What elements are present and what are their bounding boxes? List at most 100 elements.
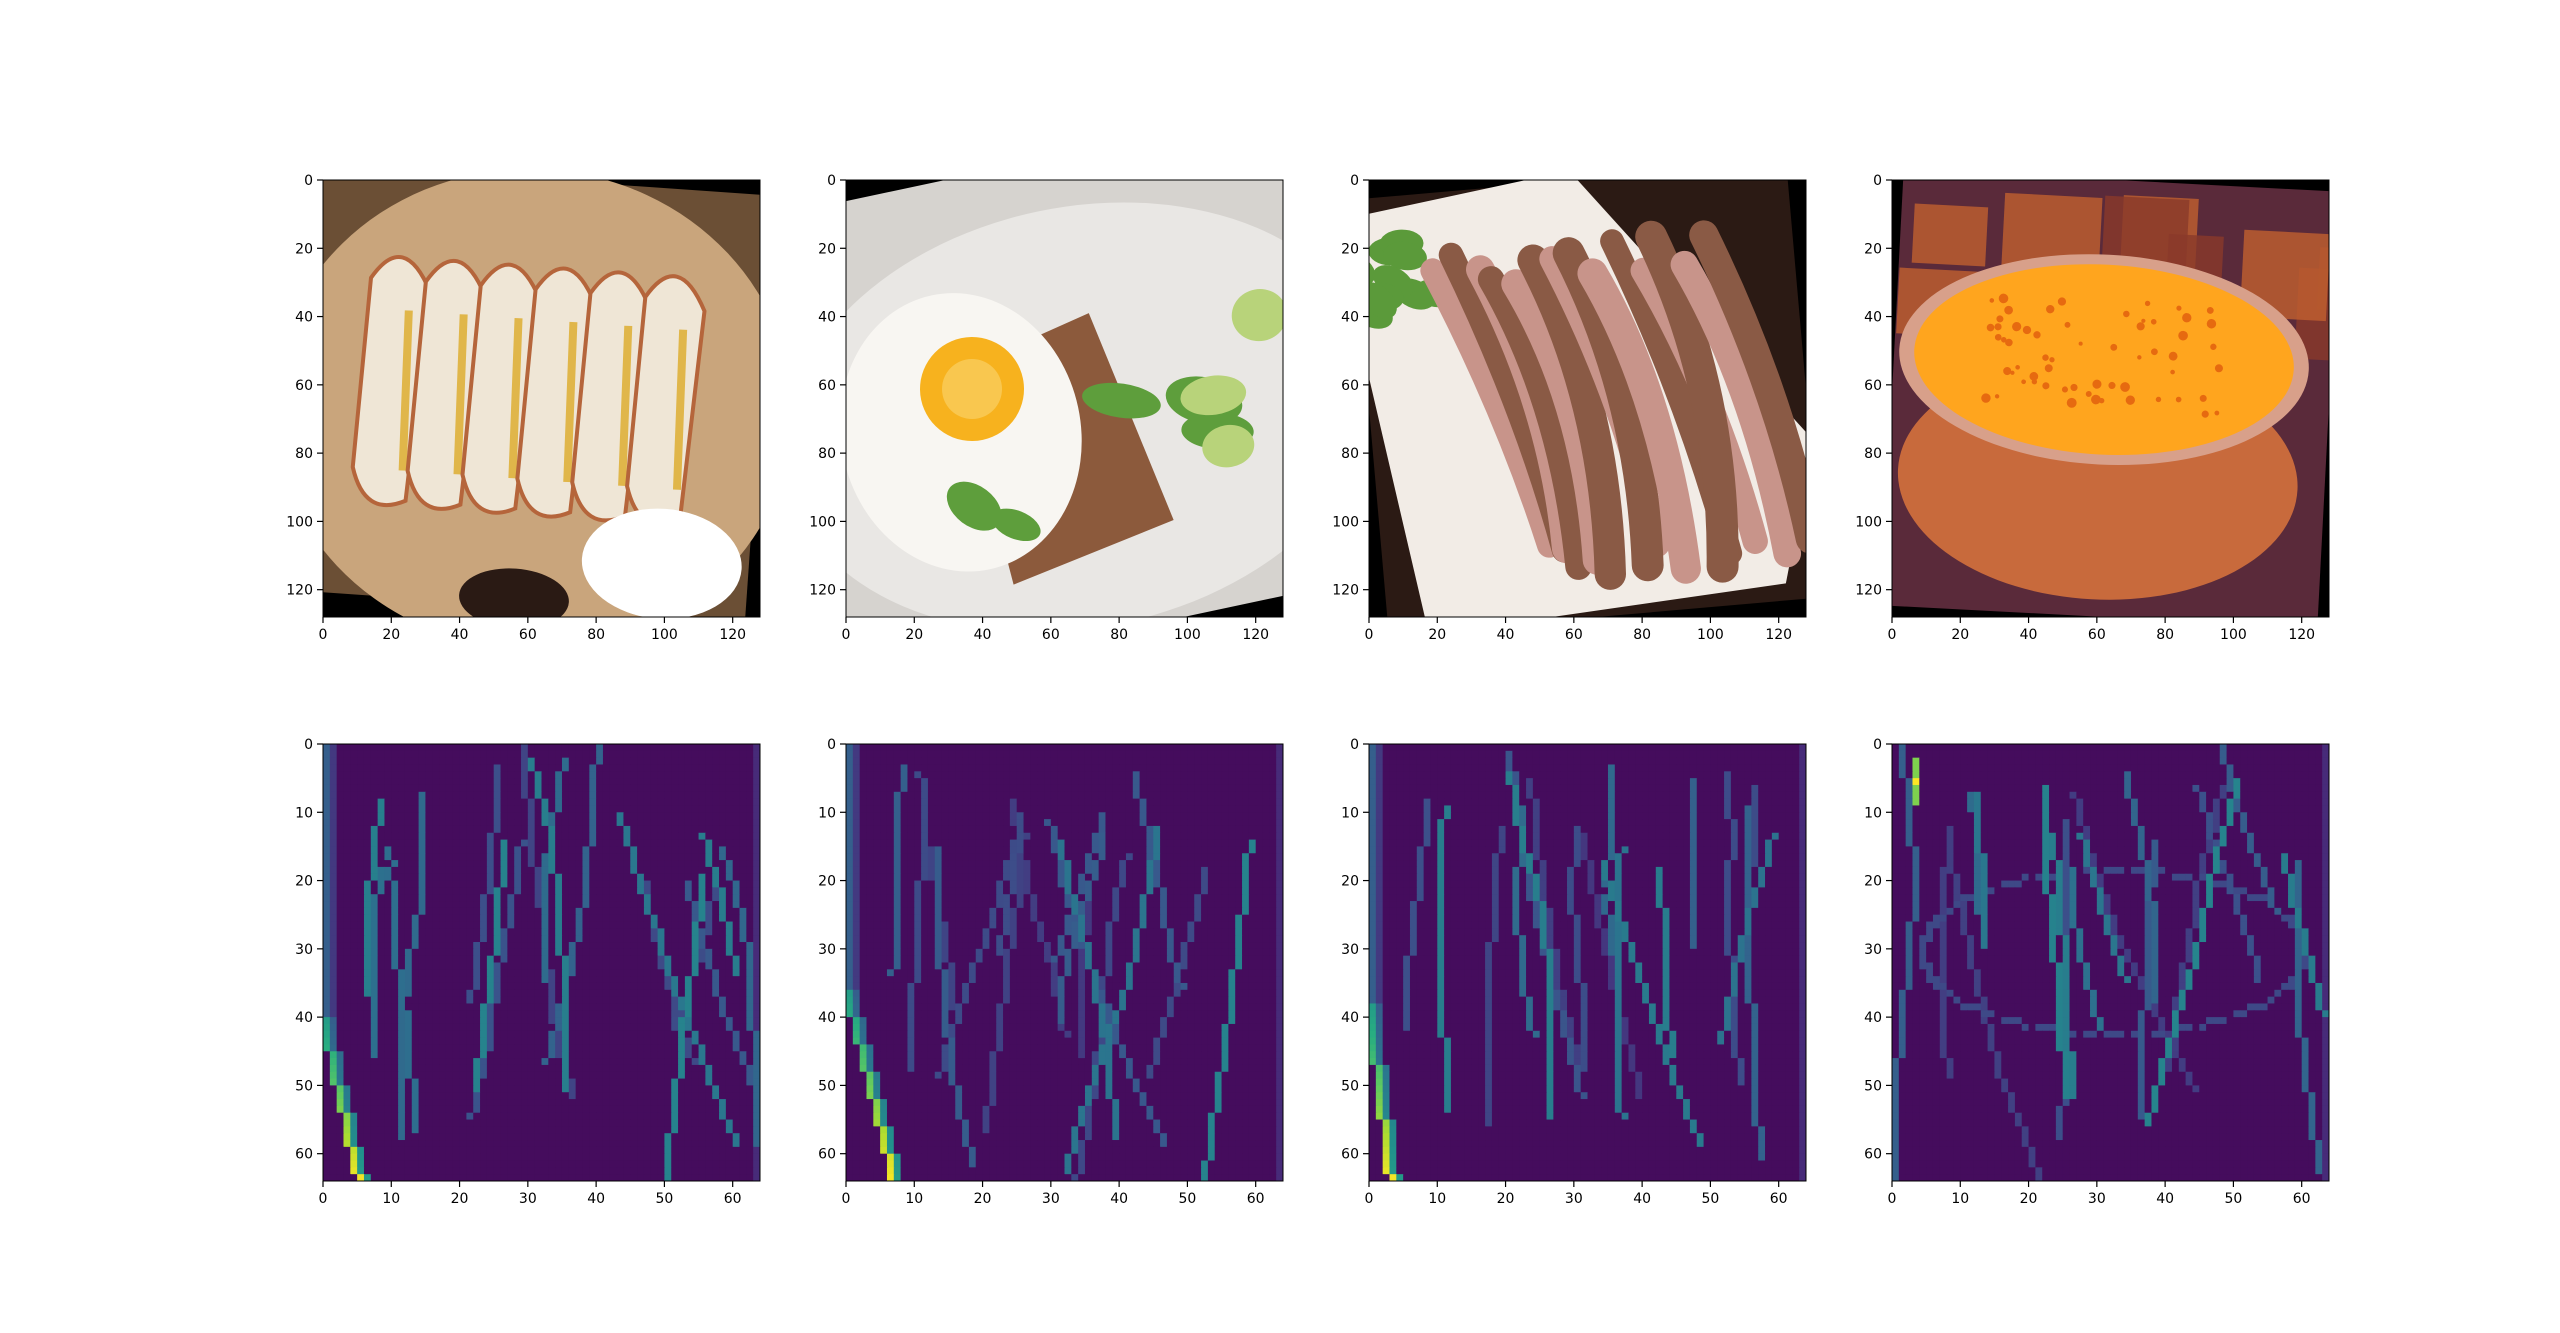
- x-tick-label: 10: [905, 1191, 923, 1207]
- y-tick-label: 100: [1332, 514, 1359, 530]
- y-tick-label: 40: [295, 310, 313, 326]
- x-tick-label: 80: [1633, 627, 1651, 643]
- x-tick-label: 50: [1178, 1191, 1196, 1207]
- x-tick-label: 20: [451, 1191, 469, 1207]
- y-tick-label: 0: [1350, 173, 1359, 189]
- x-tick-label: 40: [451, 627, 469, 643]
- y-tick-label: 0: [1873, 737, 1882, 753]
- y-tick-label: 80: [1341, 446, 1359, 462]
- x-tick-label: 40: [1633, 1191, 1651, 1207]
- x-tick-label: 30: [1042, 1191, 1060, 1207]
- x-tick-label: 100: [651, 627, 678, 643]
- x-tick-label: 60: [519, 627, 537, 643]
- feature-map-cells: [1369, 744, 1807, 1182]
- x-tick-label: 20: [382, 627, 400, 643]
- x-tick-label: 20: [974, 1191, 992, 1207]
- x-tick-label: 0: [842, 627, 851, 643]
- y-tick-label: 50: [1341, 1078, 1359, 1094]
- x-tick-label: 0: [1365, 1191, 1374, 1207]
- y-tick-label: 120: [286, 583, 313, 599]
- x-tick-label: 100: [2220, 627, 2247, 643]
- panel-r1-c0: 0 10 20 30 40 50 60 0 10 20 30 40 50 60: [295, 737, 760, 1207]
- y-tick-label: 20: [1864, 874, 1882, 890]
- y-tick-label: 40: [1341, 310, 1359, 326]
- panel-r1-c1: 0 10 20 30 40 50 60 0 10 20 30 40 50 60: [818, 737, 1283, 1207]
- x-tick-label: 20: [905, 627, 923, 643]
- y-tick-label: 0: [304, 737, 313, 753]
- y-tick-label: 0: [827, 737, 836, 753]
- y-tick-label: 100: [286, 514, 313, 530]
- x-tick-label: 100: [1174, 627, 1201, 643]
- y-tick-label: 100: [1855, 514, 1882, 530]
- y-tick-label: 20: [1864, 241, 1882, 257]
- x-tick-label: 40: [1110, 1191, 1128, 1207]
- x-tick-label: 50: [655, 1191, 673, 1207]
- x-tick-label: 50: [1701, 1191, 1719, 1207]
- y-tick-label: 60: [818, 1147, 836, 1163]
- y-tick-label: 40: [1864, 1010, 1882, 1026]
- x-tick-label: 10: [1428, 1191, 1446, 1207]
- y-tick-label: 0: [827, 173, 836, 189]
- y-tick-label: 40: [1864, 310, 1882, 326]
- x-tick-label: 120: [2288, 627, 2315, 643]
- x-tick-label: 40: [1497, 627, 1515, 643]
- y-tick-label: 10: [295, 805, 313, 821]
- y-tick-label: 120: [1332, 583, 1359, 599]
- x-tick-label: 120: [1242, 627, 1269, 643]
- y-tick-label: 40: [818, 310, 836, 326]
- y-tick-label: 60: [818, 378, 836, 394]
- x-tick-label: 0: [319, 627, 328, 643]
- x-tick-label: 10: [382, 1191, 400, 1207]
- y-tick-label: 30: [295, 942, 313, 958]
- y-tick-label: 120: [1855, 583, 1882, 599]
- y-tick-label: 80: [818, 446, 836, 462]
- y-tick-label: 40: [295, 1010, 313, 1026]
- y-tick-label: 50: [295, 1078, 313, 1094]
- panel-r0-c3: 0 20 40 60 80 100 120020406080100120: [1855, 169, 2381, 643]
- panel-r1-c2: 0 10 20 30 40 50 60 0 10 20 30 40 50 60: [1341, 737, 1806, 1207]
- y-tick-label: 100: [809, 514, 836, 530]
- x-tick-label: 60: [1247, 1191, 1265, 1207]
- x-tick-label: 0: [1888, 627, 1897, 643]
- feature-map-cells: [846, 744, 1284, 1182]
- y-tick-label: 20: [1341, 874, 1359, 890]
- y-tick-label: 60: [295, 378, 313, 394]
- y-tick-label: 40: [818, 1010, 836, 1026]
- feature-map-cells: [323, 744, 761, 1182]
- x-tick-label: 80: [587, 627, 605, 643]
- panel-r0-c0: 0 20 40 60 80 100 120 0 20 40 60 80 100 120: [256, 152, 808, 667]
- y-tick-label: 0: [1350, 737, 1359, 753]
- y-tick-label: 60: [1341, 378, 1359, 394]
- x-tick-label: 60: [2088, 627, 2106, 643]
- x-tick-label: 60: [2293, 1191, 2311, 1207]
- panel-r1-c3: 0 10 20 30 40 50 60 0 10 20 30 40 50 60: [1864, 737, 2329, 1207]
- y-tick-label: 30: [818, 942, 836, 958]
- x-tick-label: 20: [2020, 1191, 2038, 1207]
- x-tick-label: 0: [319, 1191, 328, 1207]
- x-tick-label: 50: [2224, 1191, 2242, 1207]
- y-tick-label: 20: [818, 874, 836, 890]
- y-tick-label: 30: [1864, 942, 1882, 958]
- x-tick-label: 40: [974, 627, 992, 643]
- y-tick-label: 50: [1864, 1078, 1882, 1094]
- x-tick-label: 100: [1697, 627, 1724, 643]
- x-tick-label: 0: [1365, 627, 1374, 643]
- x-tick-label: 20: [1951, 627, 1969, 643]
- x-tick-label: 40: [2156, 1191, 2174, 1207]
- feature-map-cells: [1892, 744, 2330, 1182]
- x-tick-label: 30: [1565, 1191, 1583, 1207]
- y-tick-label: 10: [1341, 805, 1359, 821]
- x-tick-label: 10: [1951, 1191, 1969, 1207]
- y-tick-label: 20: [295, 874, 313, 890]
- x-tick-label: 20: [1428, 627, 1446, 643]
- x-tick-label: 60: [724, 1191, 742, 1207]
- y-tick-label: 80: [295, 446, 313, 462]
- photo-content: [1881, 169, 2381, 630]
- x-tick-label: 30: [2088, 1191, 2106, 1207]
- photo-content: [256, 152, 808, 667]
- y-tick-label: 10: [818, 805, 836, 821]
- y-tick-label: 20: [295, 241, 313, 257]
- photo-rotated: [1881, 169, 2381, 630]
- x-tick-label: 0: [1888, 1191, 1897, 1207]
